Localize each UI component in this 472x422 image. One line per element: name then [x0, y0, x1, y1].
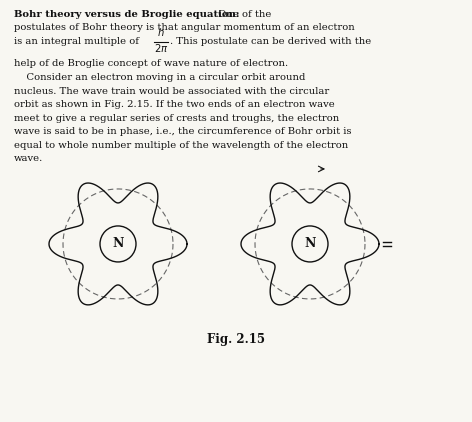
- Text: equal to whole number multiple of the wavelength of the electron: equal to whole number multiple of the wa…: [14, 141, 348, 150]
- Text: wave.: wave.: [14, 154, 43, 163]
- Text: N: N: [304, 238, 316, 250]
- Text: Bohr theory versus de Broglie equation:: Bohr theory versus de Broglie equation:: [14, 10, 239, 19]
- Text: N: N: [112, 238, 124, 250]
- Text: $h$: $h$: [157, 26, 165, 38]
- Text: orbit as shown in Fig. 2.15. If the two ends of an electron wave: orbit as shown in Fig. 2.15. If the two …: [14, 100, 335, 109]
- Text: help of de Broglie concept of wave nature of electron.: help of de Broglie concept of wave natur…: [14, 59, 288, 68]
- Text: meet to give a regular series of crests and troughs, the electron: meet to give a regular series of crests …: [14, 114, 339, 123]
- Text: $2\pi$: $2\pi$: [154, 42, 169, 54]
- Text: nucleus. The wave train would be associated with the circular: nucleus. The wave train would be associa…: [14, 87, 329, 96]
- Text: is an integral multiple of: is an integral multiple of: [14, 37, 139, 46]
- Text: One of the: One of the: [212, 10, 271, 19]
- Text: Fig. 2.15: Fig. 2.15: [207, 333, 265, 346]
- Text: Consider an electron moving in a circular orbit around: Consider an electron moving in a circula…: [14, 73, 305, 82]
- Text: wave is said to be in phase, i.e., the circumference of Bohr orbit is: wave is said to be in phase, i.e., the c…: [14, 127, 352, 136]
- Text: postulates of Bohr theory is that angular momentum of an electron: postulates of Bohr theory is that angula…: [14, 24, 355, 32]
- Text: . This postulate can be derived with the: . This postulate can be derived with the: [170, 37, 371, 46]
